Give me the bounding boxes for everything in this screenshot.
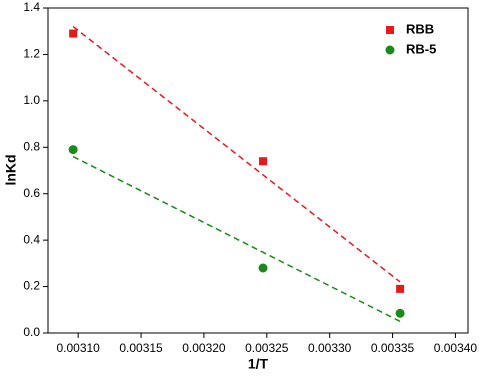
point bbox=[396, 284, 405, 293]
x-tick-label: 0.00340 bbox=[434, 341, 478, 355]
x-tick-label: 0.00330 bbox=[308, 341, 352, 355]
point bbox=[258, 263, 268, 273]
point bbox=[395, 308, 405, 318]
x-tick-label: 0.00310 bbox=[56, 341, 100, 355]
point bbox=[68, 145, 78, 155]
y-tick-label: 1.4 bbox=[23, 0, 40, 14]
legend-marker bbox=[385, 45, 395, 55]
legend-marker bbox=[386, 26, 394, 34]
y-tick-label: 0.2 bbox=[23, 279, 40, 293]
x-tick-label: 0.00320 bbox=[182, 341, 226, 355]
y-tick-label: 1.2 bbox=[23, 47, 40, 61]
x-tick-label: 0.00335 bbox=[371, 341, 415, 355]
x-tick-label: 0.00325 bbox=[245, 341, 289, 355]
fit-line bbox=[72, 25, 401, 283]
legend-label: RB-5 bbox=[406, 41, 436, 56]
legend-label: RBB bbox=[406, 21, 434, 36]
fit-line bbox=[72, 155, 401, 323]
plot-frame bbox=[47, 7, 469, 334]
y-tick-label: 0.8 bbox=[23, 139, 40, 153]
y-tick-label: 1.0 bbox=[23, 93, 40, 107]
y-tick-label: 0.4 bbox=[23, 232, 40, 246]
point bbox=[259, 157, 268, 166]
x-tick-label: 0.00315 bbox=[119, 341, 163, 355]
x-axis-title: 1/T bbox=[248, 356, 269, 372]
point bbox=[69, 29, 78, 38]
y-tick-label: 0.6 bbox=[23, 186, 40, 200]
y-axis-title: lnKd bbox=[3, 154, 19, 185]
y-tick-label: 0.0 bbox=[23, 325, 40, 339]
